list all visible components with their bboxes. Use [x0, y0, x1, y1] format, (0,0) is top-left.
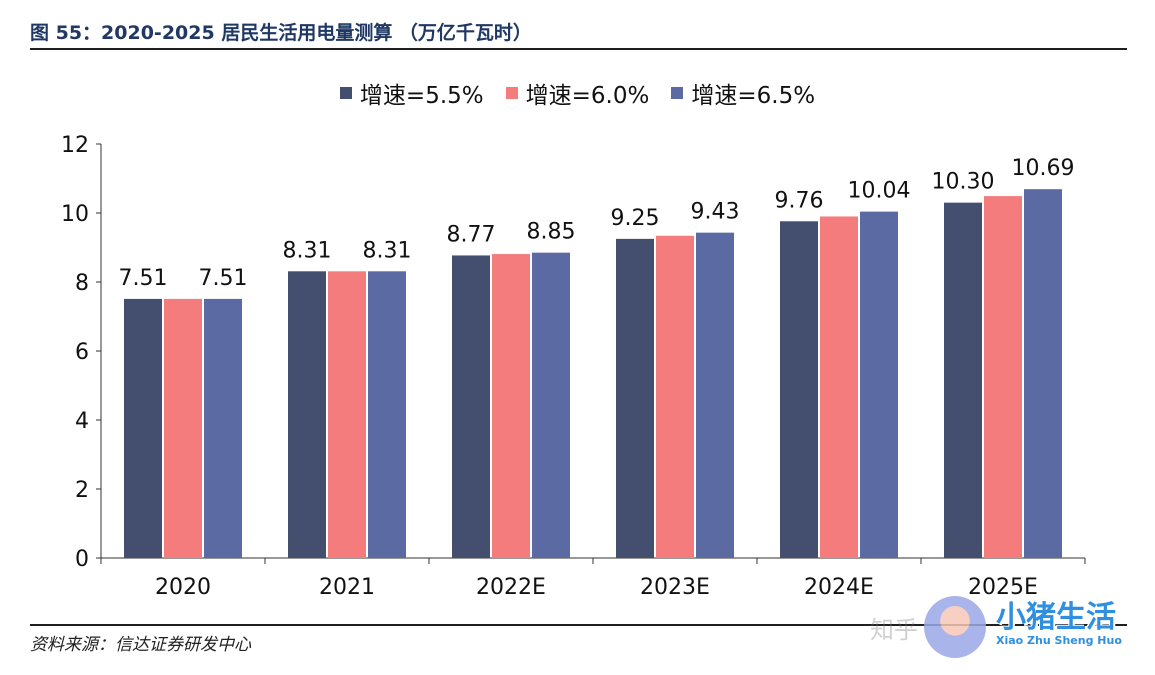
- bar-2021-series-2: [328, 271, 366, 558]
- x-tick-label: 2021: [319, 575, 375, 600]
- watermark-pinyin-text: Xiao Zhu Sheng Huo: [996, 634, 1122, 647]
- bar-2023E-series-1: [616, 238, 654, 558]
- bar-2025E-series-1: [944, 202, 982, 558]
- legend-item-series-3: 增速=6.5%: [671, 76, 815, 110]
- y-tick-label: 0: [75, 547, 89, 572]
- x-tick-label: 2023E: [640, 575, 710, 600]
- bar-2024E-series-1: [780, 221, 818, 558]
- bottom-divider: [30, 624, 1127, 626]
- watermark: 知乎 小猪生活 Xiao Zhu Sheng Huo: [870, 590, 1150, 670]
- legend-label-series-3: 增速=6.5%: [691, 83, 816, 109]
- bar-2021-series-1: [288, 271, 326, 558]
- watermark-zhihu-text: 知乎: [870, 616, 918, 644]
- y-tick-label: 4: [75, 409, 89, 434]
- figure-title: 图 55：2020-2025 居民生活用电量测算 （万亿千瓦时）: [30, 22, 532, 44]
- data-label: 7.51: [119, 266, 168, 291]
- data-label: 8.77: [447, 222, 496, 247]
- bar-2022E-series-2: [492, 254, 530, 558]
- legend-swatch-series-3: [671, 87, 684, 99]
- bar-2021-series-3: [368, 271, 406, 558]
- bar-2023E-series-2: [656, 235, 694, 558]
- legend-swatch-series-1: [339, 87, 352, 99]
- data-label: 9.76: [775, 188, 824, 213]
- bar-2020-series-3: [204, 298, 242, 558]
- legend-item-series-2: 增速=6.0%: [505, 76, 650, 110]
- watermark-brand-text: 小猪生活: [996, 600, 1116, 635]
- legend-item-series-1: 增速=5.5%: [339, 76, 484, 110]
- x-tick-label: 2022E: [476, 575, 546, 600]
- y-tick-label: 2: [75, 478, 89, 503]
- data-label: 10.30: [932, 170, 995, 195]
- data-label: 10.04: [848, 179, 911, 204]
- x-tick-label: 2025E: [968, 575, 1038, 600]
- source-note: 资料来源：信达证券研发中心: [30, 635, 251, 655]
- x-tick-label: 2020: [155, 575, 211, 600]
- top-divider: [30, 48, 1127, 50]
- x-tick-label: 2024E: [804, 575, 874, 600]
- data-label: 9.43: [691, 200, 740, 225]
- legend-label-series-1: 增速=5.5%: [359, 83, 484, 109]
- legend-swatch-series-2: [505, 87, 518, 99]
- data-label: 7.51: [199, 266, 248, 291]
- chart-legend: 增速=5.5% 增速=6.0% 增速=6.5%: [0, 76, 1155, 110]
- bar-2020-series-2: [164, 298, 202, 558]
- data-label: 8.85: [527, 220, 576, 245]
- bar-2023E-series-3: [696, 232, 734, 559]
- y-tick-label: 10: [61, 202, 89, 227]
- bar-2024E-series-2: [820, 216, 858, 558]
- bar-2022E-series-3: [532, 252, 570, 559]
- pig-avatar-icon: [924, 596, 986, 658]
- bar-2020-series-1: [124, 298, 162, 558]
- data-label: 9.25: [611, 206, 660, 231]
- legend-label-series-2: 增速=6.0%: [525, 83, 650, 109]
- data-label: 10.69: [1012, 156, 1075, 181]
- data-label: 8.31: [363, 238, 412, 263]
- data-label: 8.31: [283, 238, 332, 263]
- bar-2022E-series-1: [452, 255, 490, 558]
- y-tick-label: 6: [75, 340, 89, 365]
- y-tick-label: 12: [61, 133, 89, 158]
- bar-2025E-series-3: [1024, 189, 1062, 558]
- bar-2025E-series-2: [984, 196, 1022, 558]
- y-tick-label: 8: [75, 271, 89, 296]
- bar-2024E-series-3: [860, 211, 898, 558]
